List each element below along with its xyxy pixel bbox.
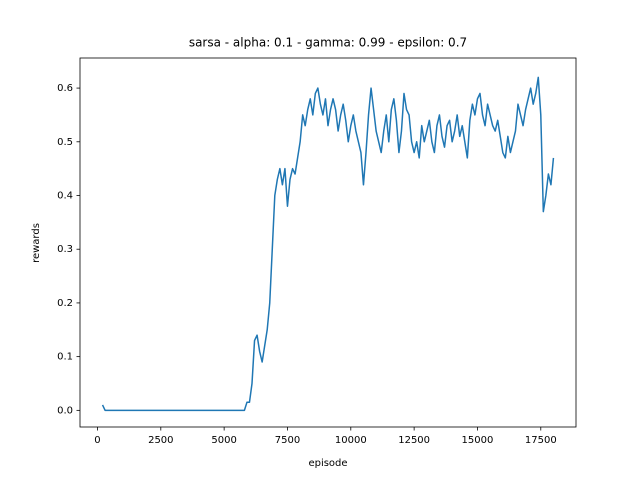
y-tick-label: 0.3 — [57, 244, 73, 255]
x-axis-label: episode — [308, 458, 347, 469]
y-tick-label: 0.2 — [57, 298, 73, 309]
x-tick-label: 5000 — [211, 435, 236, 446]
x-tick-label: 12500 — [398, 435, 430, 446]
x-tick-label: 15000 — [462, 435, 494, 446]
y-tick-label: 0.5 — [57, 137, 73, 148]
data-line — [101, 76, 555, 412]
y-tick-label: 0.6 — [57, 83, 73, 94]
y-tick-label: 0.4 — [57, 191, 73, 202]
y-tick-label: 0.1 — [57, 352, 73, 363]
y-axis-label: rewards — [31, 223, 42, 263]
plot-frame — [79, 57, 577, 428]
x-tick-label: 10000 — [335, 435, 367, 446]
x-tick-label: 7500 — [275, 435, 300, 446]
x-tick-label: 2500 — [148, 435, 173, 446]
chart-title: sarsa - alpha: 0.1 - gamma: 0.99 - epsil… — [189, 36, 467, 50]
x-tick-label: 17500 — [525, 435, 557, 446]
x-tick-label: 0 — [94, 435, 100, 446]
y-tick-label: 0.0 — [57, 405, 73, 416]
